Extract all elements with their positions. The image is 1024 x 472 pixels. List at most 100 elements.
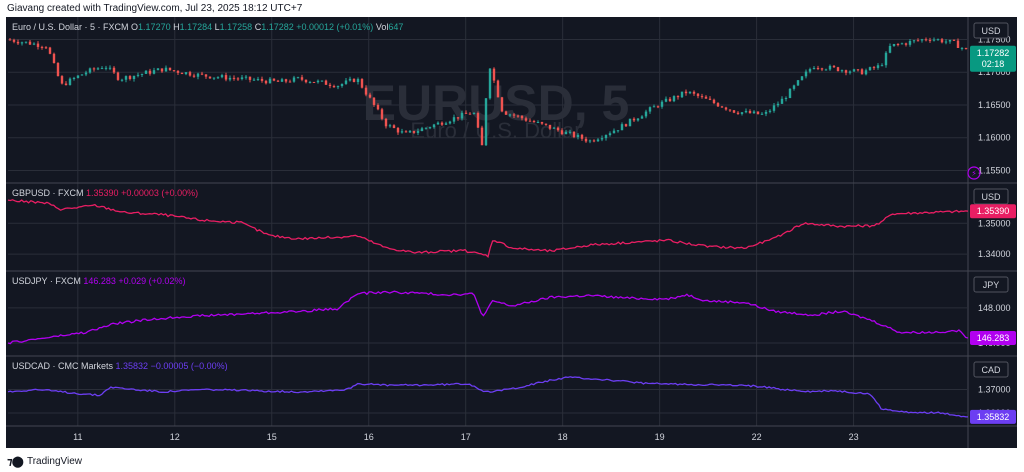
candle-body [804,71,808,77]
candle-body [752,111,756,114]
candle-body [36,43,40,47]
candle-body [468,113,472,115]
candle-body [756,111,760,115]
candle-body [652,106,656,108]
candle-body [528,120,532,122]
candle-body [308,81,312,83]
price-tick-label: 1.34000 [978,249,1011,259]
candle-body [832,65,836,68]
candle-body [672,96,676,102]
candle-body [340,83,344,87]
candle-body [496,80,500,98]
candle-body [728,109,732,111]
candle-body [472,113,476,115]
candle-body [568,131,572,133]
candle-body [48,47,52,54]
candle-body [232,77,236,79]
candle-body [632,118,636,121]
candle-body [748,110,752,114]
candle-body [768,110,772,112]
currency-badge-label: USD [981,192,1001,202]
candle-body [772,105,776,111]
candle-body [716,103,720,107]
candle-body [960,47,964,49]
price-tick-label: 1.35000 [978,218,1011,228]
candle-body [420,128,424,132]
candle-body [948,39,952,42]
lightning-icon[interactable] [967,166,981,180]
candle-body [440,122,444,125]
candle-body [168,67,172,71]
candle-body [512,114,516,116]
currency-badge[interactable] [973,361,1009,378]
candle-body [360,79,364,88]
candle-body [764,111,768,114]
candle-body [356,79,360,83]
candle-body [312,81,316,83]
candle-body [548,124,552,129]
candle-body [452,117,456,122]
currency-badge[interactable] [973,276,1009,293]
candle-body [596,139,600,142]
candle-body [216,77,220,79]
candle-body [696,93,700,97]
candle-body [156,68,160,71]
candle-body [660,101,664,107]
candle-body [96,68,100,70]
series-line [7,290,969,345]
chart-frame[interactable]: EURUSD, 5 Euro / U.S. Dollar 1.17500 1.1700… [6,17,1017,448]
last-price-value: 1.17282 [977,48,1010,58]
candle-body [460,112,464,119]
candle-body [628,118,632,127]
candle-body [348,78,352,81]
candle-body [644,111,648,117]
currency-badge[interactable] [973,22,1009,39]
candle-body [428,127,432,129]
footer-brand-text: TradingView [26,455,82,467]
watermark-symbol: EURUSD, 5 [363,75,630,131]
candle-body [288,81,292,83]
candle-body [540,122,544,124]
candle-body [780,98,784,104]
candle-body [884,52,888,66]
candle-body [816,67,820,69]
candle-body [408,130,412,133]
candle-body [872,67,876,69]
candle-body [160,68,164,72]
candle-body [760,113,764,115]
candle-body [240,77,244,80]
last-price-tag [970,45,1016,72]
candle-body [244,76,248,78]
candle-body [964,47,968,49]
candle-body [860,69,864,75]
candle-body [184,72,188,75]
candle-body [40,46,44,48]
candle-body [148,70,152,74]
currency-badge-label: CAD [981,365,1001,375]
candle-body [336,86,340,88]
candle-body [620,124,624,131]
candle-body [28,41,32,45]
candle-body [236,78,240,80]
currency-badge[interactable] [973,188,1009,205]
candle-body [848,71,852,73]
candle-body [108,67,112,69]
candle-body [544,123,548,125]
series-legend: GBPUSD · FXCM 1.35390 +0.00003 (+0.00%) [12,188,198,198]
candle-body [152,70,156,74]
candle-body [384,118,388,127]
candle-body [136,74,140,76]
candle-body [688,91,692,94]
candle-body [320,80,324,82]
chart-caption: Giavang created with TradingView.com, Ju… [7,3,303,14]
candle-body [928,39,932,41]
bar-countdown: 02:18 [982,59,1005,69]
candle-body [88,68,92,73]
currency-badge-label: USD [981,26,1001,36]
candle-body [916,40,920,42]
candle-body [252,79,256,81]
candle-body [852,69,856,72]
candle-body [208,76,212,79]
candle-body [904,43,908,45]
